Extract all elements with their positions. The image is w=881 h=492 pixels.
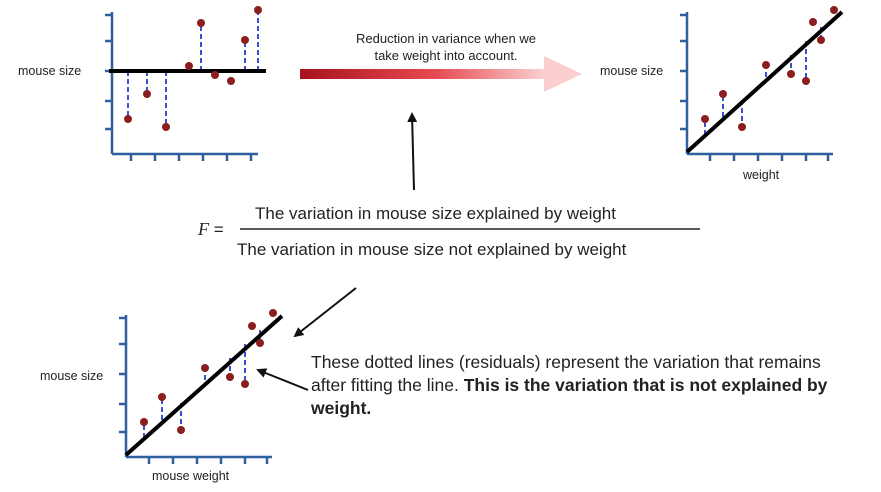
- pointer-arrow-to-residual: [256, 368, 309, 391]
- top-right-xlabel: weight: [743, 168, 780, 182]
- formula-variable: F: [198, 219, 209, 239]
- pointer-arrow-to-line: [293, 287, 357, 338]
- formula-numerator: The variation in mouse size explained by…: [255, 204, 616, 223]
- top-right-fit-line: [685, 10, 844, 154]
- residuals-note-bold: This is the variation that is not explai…: [311, 375, 828, 418]
- top-right-scatter: [680, 6, 844, 161]
- top-left-scatter: [105, 6, 266, 161]
- reduction-arrow: [300, 56, 582, 92]
- arrow-caption-line2: take weight into account.: [374, 48, 518, 63]
- top-left-y-axis: [105, 12, 114, 154]
- top-left-x-axis: [112, 152, 258, 161]
- formula-lhs: F =: [198, 219, 224, 240]
- top-right-points: [701, 6, 838, 131]
- bottom-xlabel: mouse weight: [152, 469, 230, 483]
- residuals-note: These dotted lines (residuals) represent…: [311, 351, 831, 420]
- top-right-ylabel: mouse size: [600, 64, 664, 78]
- bottom-points: [140, 309, 277, 434]
- arrow-caption-line1: Reduction in variance when we: [356, 31, 536, 46]
- top-left-ylabel: mouse size: [18, 64, 82, 78]
- bottom-fit-line: [124, 314, 284, 457]
- residuals-note-text: These dotted lines (residuals) represent…: [311, 352, 821, 395]
- top-left-residuals: [127, 10, 259, 127]
- bottom-x-axis: [126, 455, 272, 464]
- top-right-x-axis: [687, 152, 833, 161]
- formula-equals: =: [213, 220, 224, 239]
- bottom-y-axis: [119, 315, 128, 457]
- bottom-ylabel: mouse size: [40, 369, 104, 383]
- top-left-points: [124, 6, 262, 131]
- up-pointer-arrow: [407, 112, 418, 191]
- top-right-y-axis: [680, 12, 689, 154]
- formula-denominator: The variation in mouse size not explaine…: [237, 240, 627, 259]
- arrow-caption: Reduction in variance when we take weigh…: [330, 30, 562, 64]
- bottom-scatter: [119, 309, 284, 464]
